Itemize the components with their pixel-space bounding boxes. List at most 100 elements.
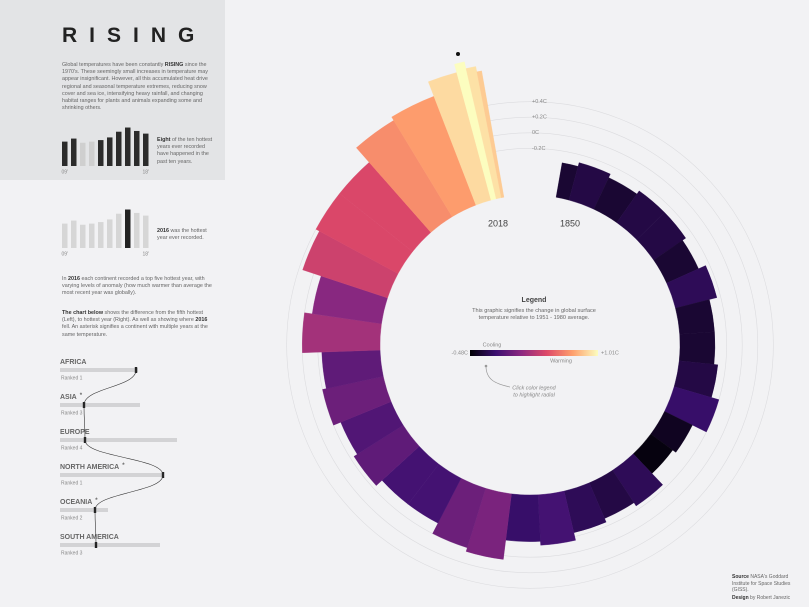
rank: Ranked 1 (61, 375, 83, 381)
radial-segment (568, 162, 611, 210)
bar (134, 212, 140, 248)
bar (107, 137, 113, 166)
rank: Ranked 2 (61, 515, 83, 521)
hint-arrow (485, 365, 511, 388)
bar (80, 142, 86, 166)
bar (143, 215, 149, 248)
text: Design (732, 595, 749, 601)
asterisk: * (95, 498, 98, 504)
asterisk-dot (456, 52, 460, 56)
design: Design by Robert Janezic (732, 595, 804, 602)
text-block: In 2016 each continent recorded a top fi… (62, 276, 217, 298)
source: Source NASA's Goddard Institute for Spac… (732, 574, 804, 594)
text: 2016 (68, 276, 80, 282)
bar (89, 141, 95, 166)
track (60, 508, 108, 512)
radial-segment (650, 411, 693, 453)
text: 2016 (157, 228, 169, 234)
asterisk: * (122, 463, 125, 469)
track (60, 403, 140, 407)
y-tick-label: -0.2C (532, 146, 545, 152)
text: since the 1970's. These seemingly small … (62, 62, 208, 112)
radial-segment (322, 376, 392, 426)
text: fell. An asterisk signifies a continent … (62, 324, 208, 338)
legend-hint: to highlight radial (513, 392, 555, 398)
bar (71, 138, 77, 166)
text: 2016 (195, 317, 208, 324)
bar (143, 133, 149, 166)
track (60, 473, 164, 477)
legend-title: Legend (522, 297, 547, 304)
radial-segment (679, 331, 716, 365)
radial-segment (537, 490, 576, 546)
radial-segment (664, 386, 720, 433)
legend-cooling: Cooling (483, 342, 502, 348)
grid-circle (286, 101, 774, 589)
radial-segment (476, 70, 505, 198)
radial-segment (432, 478, 486, 548)
y-tick-label: +0.2C (532, 115, 547, 121)
bar (116, 213, 122, 248)
radial-segment (465, 66, 502, 200)
radial-segment (636, 212, 686, 261)
color-legend[interactable] (470, 350, 598, 356)
text: of the ten hottest years ever recorded h… (157, 137, 213, 165)
track (60, 543, 160, 547)
color-bar[interactable] (470, 350, 598, 356)
text: Source (732, 574, 749, 580)
bar (125, 127, 131, 166)
track (60, 368, 138, 372)
legend-warming: Warming (550, 358, 572, 364)
bar (107, 219, 113, 248)
rank: Ranked 3 (61, 410, 83, 416)
bar (80, 224, 86, 248)
bar (134, 130, 140, 166)
legend-low: -0.48C (451, 350, 468, 356)
legend-high: +1.01C (601, 350, 619, 356)
continent-label: EUROPE (60, 429, 90, 436)
text: Global temperatures have been constantly (62, 62, 165, 68)
radial-segment (465, 488, 512, 560)
radial-segment (666, 265, 718, 309)
radial-segment (612, 453, 663, 507)
continent-label: AFRICA (60, 359, 86, 366)
x-tick-label: 09' (61, 251, 68, 257)
x-tick-label: 2018 (488, 218, 508, 228)
x-tick-label: 18' (142, 251, 149, 257)
continent-label: SOUTH AMERICA (60, 534, 119, 541)
hint-arrow-head (484, 364, 488, 368)
asterisk: * (80, 393, 83, 399)
text: NASA's Goddard Institute for Space Studi… (732, 574, 791, 593)
text-block: The chart below shows the difference fro… (62, 310, 217, 339)
bar (125, 209, 131, 248)
legend-hint: Click color legend (512, 385, 556, 391)
legend-text: This graphic signifies the change in glo… (472, 308, 596, 322)
y-tick-label: +0.4C (532, 99, 547, 105)
text: by Robert Janezic (748, 595, 791, 601)
rank: Ranked 1 (61, 480, 83, 486)
text: Eight (157, 137, 171, 143)
bar (62, 141, 68, 166)
text: shows the difference from the fifth hott… (62, 310, 204, 324)
bar (116, 131, 122, 166)
title: RISING (62, 24, 207, 47)
bar (71, 220, 77, 248)
text: In (62, 276, 68, 282)
radial-segment (454, 61, 497, 201)
text: The chart below (62, 310, 104, 316)
continent-name: ASIA * (60, 393, 83, 401)
continent-name: OCEANIA * (60, 498, 98, 506)
bar (89, 223, 95, 248)
rank: Ranked 3 (61, 550, 83, 556)
text: each continent recorded a top five hotte… (62, 276, 212, 297)
radial-segment (353, 424, 420, 486)
note: Eight of the ten hottest years ever reco… (157, 137, 215, 166)
continent-label: NORTH AMERICA (60, 464, 119, 471)
x-tick-label: 18' (142, 169, 149, 175)
track (60, 438, 177, 442)
continent-name: SOUTH AMERICA (60, 534, 119, 541)
text: RISING (164, 62, 184, 68)
note: 2016 was the hottest year ever recorded. (157, 228, 215, 242)
